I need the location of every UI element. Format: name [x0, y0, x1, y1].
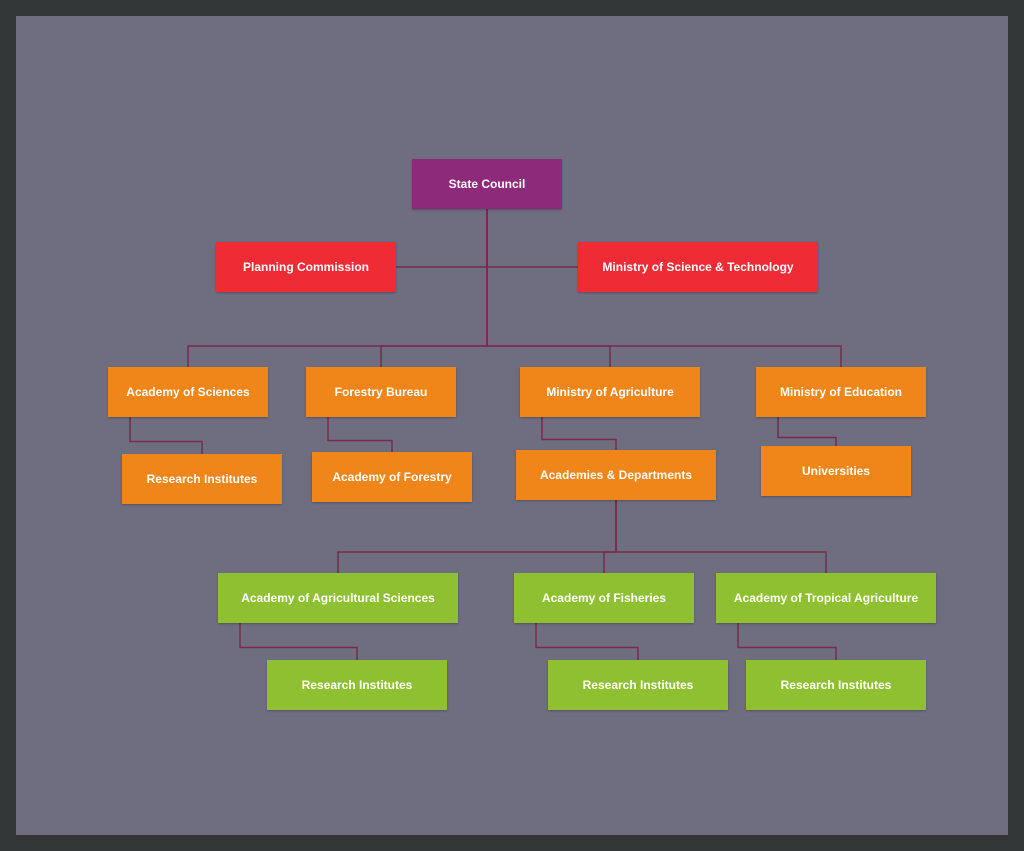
node-label: Forestry Bureau — [335, 385, 428, 399]
node-res_inst_sci: Research Institutes — [122, 454, 282, 504]
node-acad_sci: Academy of Sciences — [108, 367, 268, 417]
node-label: Academies & Departments — [540, 468, 692, 482]
node-label: Academy of Agricultural Sciences — [241, 591, 435, 605]
node-label: Academy of Tropical Agriculture — [734, 591, 918, 605]
node-label: Academy of Fisheries — [542, 591, 666, 605]
node-universities: Universities — [761, 446, 911, 496]
node-label: Ministry of Education — [780, 385, 902, 399]
node-label: Academy of Sciences — [126, 385, 249, 399]
node-moe: Ministry of Education — [756, 367, 926, 417]
node-acad_depts: Academies & Departments — [516, 450, 716, 500]
node-label: Universities — [802, 464, 870, 478]
node-res_fish: Research Institutes — [548, 660, 728, 710]
org-chart-canvas: State Council Planning Commission Ministry… — [16, 16, 1008, 835]
node-planning: Planning Commission — [216, 242, 396, 292]
node-label: Research Institutes — [781, 678, 892, 692]
node-state_council: State Council — [412, 159, 562, 209]
node-acad_trop: Academy of Tropical Agriculture — [716, 573, 936, 623]
node-moa: Ministry of Agriculture — [520, 367, 700, 417]
node-most: Ministry of Science & Technology — [578, 242, 818, 292]
node-acad_agri: Academy of Agricultural Sciences — [218, 573, 458, 623]
node-label: Planning Commission — [243, 260, 369, 274]
page-outer: State Council Planning Commission Ministry… — [0, 0, 1024, 851]
node-label: Research Institutes — [147, 472, 258, 486]
node-res_agri: Research Institutes — [267, 660, 447, 710]
node-label: Research Institutes — [302, 678, 413, 692]
node-acad_fish: Academy of Fisheries — [514, 573, 694, 623]
org-chart-edges — [16, 16, 1008, 835]
node-acad_forestry: Academy of Forestry — [312, 452, 472, 502]
node-label: State Council — [449, 177, 526, 191]
node-label: Ministry of Science & Technology — [602, 260, 793, 274]
node-label: Academy of Forestry — [332, 470, 451, 484]
node-forestry_bureau: Forestry Bureau — [306, 367, 456, 417]
node-label: Ministry of Agriculture — [546, 385, 674, 399]
node-res_trop: Research Institutes — [746, 660, 926, 710]
node-label: Research Institutes — [583, 678, 694, 692]
